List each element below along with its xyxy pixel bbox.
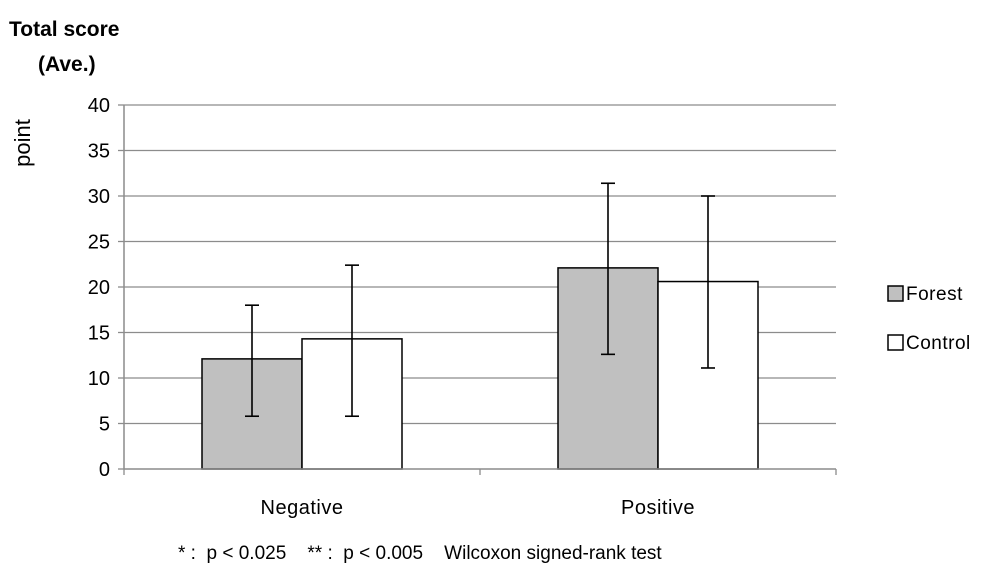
legend-label-forest: Forest (906, 284, 963, 305)
y-tick-label: 35 (88, 141, 110, 163)
x-category-label: Positive (621, 497, 695, 519)
y-tick-label: 40 (88, 95, 110, 117)
y-tick-label: 10 (88, 368, 110, 390)
error-bars (245, 182, 715, 418)
y-tick-label: 5 (99, 414, 110, 436)
y-tick-label: 15 (88, 323, 110, 345)
legend: Forest Control (887, 284, 971, 354)
y-tick-label: 25 (88, 232, 110, 254)
legend-label-control: Control (906, 333, 971, 354)
statistics-note: * : p < 0.025 ** : p < 0.005 Wilcoxon si… (178, 543, 662, 564)
y-tick-label: 30 (88, 186, 110, 208)
chart-title-line1: Total score (9, 18, 119, 41)
y-tick-label: 0 (99, 459, 110, 481)
x-axis-categories: Negative Positive (261, 497, 695, 519)
axes (118, 104, 837, 475)
y-axis-label: point (10, 119, 35, 167)
y-axis-ticks: 0 5 10 15 20 25 30 35 40 (88, 95, 110, 481)
chart-title-line2: (Ave.) (38, 53, 96, 76)
x-category-label: Negative (261, 497, 344, 519)
y-tick-label: 20 (88, 277, 110, 299)
legend-swatch-forest (887, 285, 904, 302)
bars (201, 267, 759, 470)
legend-swatch-control (887, 334, 904, 351)
bar-control-positive (657, 280, 759, 470)
